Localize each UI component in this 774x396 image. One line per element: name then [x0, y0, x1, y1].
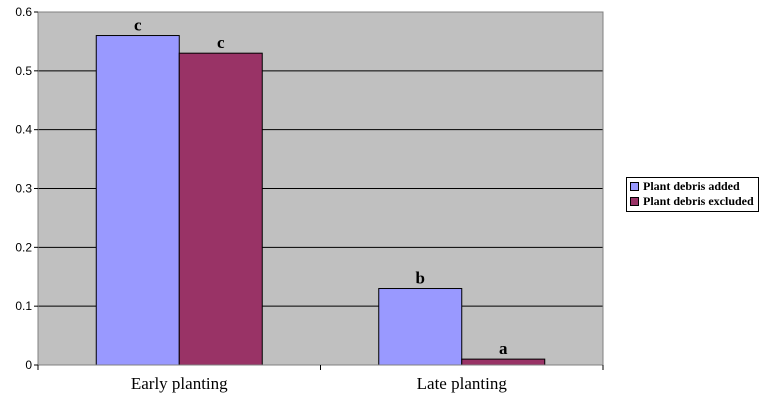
x-category-label: Late planting: [417, 374, 508, 393]
legend-swatch: [630, 182, 639, 191]
y-tick-label: 0: [25, 358, 32, 372]
bar-significance-label: c: [217, 33, 225, 52]
bar-significance-label: a: [499, 339, 508, 358]
bar: [461, 358, 546, 366]
bar-significance-label: b: [416, 269, 425, 288]
legend-label: Plant debris added: [643, 179, 740, 193]
legend-label: Plant debris excluded: [643, 194, 754, 208]
legend-item-series-1: Plant debris added: [630, 179, 754, 194]
legend-item-series-2: Plant debris excluded: [630, 194, 754, 209]
bar: [95, 35, 180, 366]
y-tick-label: 0.6: [15, 5, 32, 19]
y-tick-label: 0.3: [15, 182, 32, 196]
legend-swatch: [630, 197, 639, 206]
bar: [178, 52, 263, 366]
y-tick-label: 0.4: [15, 123, 32, 137]
bar: [378, 288, 463, 366]
bar-significance-label: c: [134, 16, 142, 35]
x-category-label: Early planting: [131, 374, 228, 393]
legend: Plant debris added Plant debris excluded: [626, 177, 759, 212]
y-tick-label: 0.5: [15, 64, 32, 78]
y-tick-label: 0.1: [15, 299, 32, 313]
y-tick-label: 0.2: [15, 240, 32, 254]
